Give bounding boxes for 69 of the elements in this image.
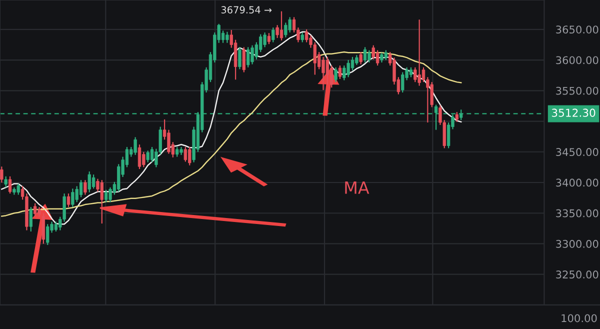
y-tick-label: 3250.00 (556, 270, 598, 279)
candlestick (346, 59, 350, 78)
candlestick (0, 166, 4, 184)
y-tick-label: 3650.00 (556, 26, 598, 34)
candlestick (409, 66, 413, 78)
candlestick (8, 176, 12, 194)
candlestick (46, 224, 50, 246)
candlestick (350, 56, 354, 71)
candlestick (430, 82, 434, 108)
candlestick (288, 16, 292, 34)
candlestick (4, 176, 8, 188)
candlestick (150, 146, 154, 163)
candlestick (33, 202, 37, 217)
candlestick (376, 50, 380, 66)
candlestick (92, 174, 96, 190)
candlestick (455, 112, 458, 122)
candlestick (108, 186, 112, 203)
candlestick (16, 183, 20, 196)
candlestick (263, 32, 266, 48)
candlestick (401, 72, 404, 94)
candlestick (75, 186, 78, 203)
candlestick (368, 50, 371, 64)
candlestick (338, 64, 342, 80)
candlestick (175, 146, 179, 158)
candlestick (359, 52, 362, 65)
candlestick (414, 66, 417, 83)
candlestick (104, 189, 108, 203)
candlestick (100, 179, 104, 224)
candlestick (142, 151, 146, 168)
y-tick-label: 3450.00 (556, 148, 598, 156)
candlestick (71, 188, 74, 208)
candlestick (246, 46, 250, 68)
annotation: 3679.54 → (221, 6, 272, 14)
candlestick (384, 50, 388, 61)
y-tick-label: 3300.00 (556, 240, 598, 248)
candlestick (250, 44, 254, 65)
candlestick (272, 27, 275, 43)
candlestick (322, 56, 325, 91)
candlestick (138, 144, 142, 170)
candlestick (54, 221, 58, 232)
candlestick (79, 179, 83, 198)
candlestick (84, 179, 87, 196)
annotation: MA (345, 182, 370, 194)
candlestick (184, 146, 188, 162)
candlestick (276, 24, 279, 39)
candlestick (342, 64, 346, 81)
candlestick (238, 46, 242, 70)
text: 100.00 (562, 314, 597, 322)
y-tick-label: 3400.00 (556, 178, 598, 187)
candlestick (134, 136, 137, 156)
y-tick-label: 3600.00 (556, 56, 598, 64)
candlestick (334, 66, 338, 83)
y-tick-label: 3550.00 (556, 86, 598, 95)
candlestick (300, 32, 304, 43)
candlestick (242, 46, 246, 73)
candlestick (284, 22, 288, 38)
candlestick (29, 206, 32, 232)
candlestick (280, 10, 284, 41)
candlestick (363, 46, 367, 64)
y-tick-label: 3350.00 (556, 209, 598, 218)
candlestick (167, 129, 170, 154)
candlestick (418, 19, 421, 86)
candlestick (267, 32, 271, 45)
candlestick (146, 150, 150, 163)
candlestick (226, 31, 229, 44)
candlestick (380, 52, 384, 64)
ref-line-label: 3512.30 (552, 108, 596, 117)
candlestick (355, 54, 358, 66)
candlestick (66, 192, 70, 208)
